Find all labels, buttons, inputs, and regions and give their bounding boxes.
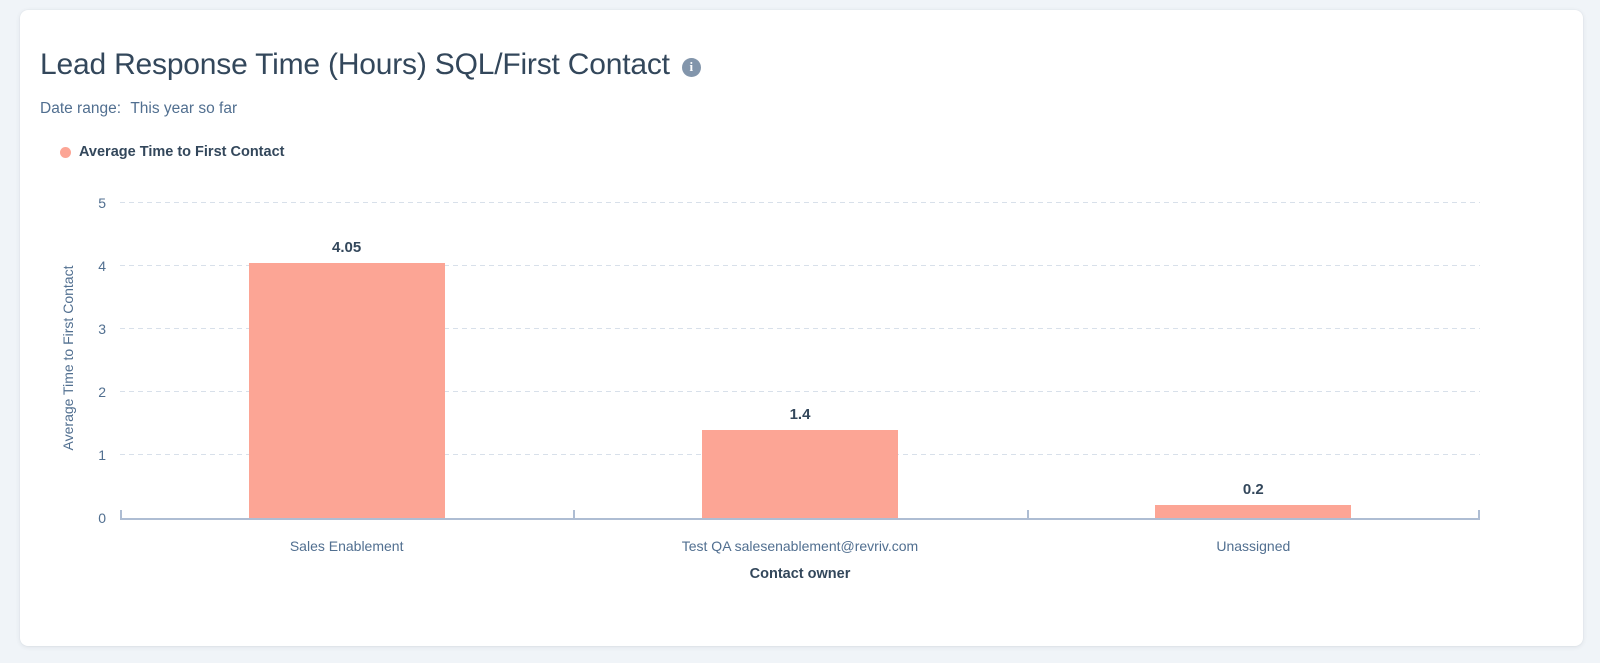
y-tick-label-2: 2 [98, 384, 106, 400]
date-range-value: This year so far [130, 100, 238, 117]
bar-value-label-1: 4.05 [332, 238, 362, 256]
legend-dot-icon [60, 146, 71, 158]
plot-area: 0 1 2 3 4 5 4.05 1.4 0.2 [98, 195, 1480, 526]
x-axis-title: Contact owner [749, 566, 851, 582]
x-axis-tick [120, 510, 122, 518]
gridline-5 [120, 202, 1480, 203]
bar-3[interactable] [1155, 505, 1352, 518]
bar-chart: Average Time to First Contact 0 1 2 3 4 5 4.05… [20, 10, 1583, 646]
legend-item-average-time[interactable]: Average Time to First Contact [60, 144, 284, 160]
report-title: Lead Response Time (Hours) SQL/First Con… [40, 48, 670, 81]
date-range-label: Date range: [40, 100, 121, 117]
x-tick-label-2: Test QA salesenablement@revriv.com [681, 538, 919, 554]
bar-1[interactable] [248, 262, 445, 518]
x-axis-line [120, 518, 1480, 520]
y-axis-title: Average Time to First Contact [60, 265, 76, 451]
x-axis-tick [1026, 510, 1029, 518]
x-tick-label-3: Unassigned [1216, 538, 1291, 554]
report-card: Lead Response Time (Hours) SQL/First Con… [20, 10, 1583, 646]
date-range: Date range: This year so far [40, 100, 237, 118]
y-tick-label-5: 5 [98, 195, 106, 211]
x-axis-tick [1478, 510, 1480, 518]
x-tick-label-1: Sales Enablement [289, 538, 404, 554]
y-tick-label-3: 3 [98, 321, 106, 337]
y-tick-label-4: 4 [98, 258, 106, 274]
bar-2[interactable] [702, 429, 898, 518]
y-tick-label-0: 0 [98, 510, 106, 526]
report-header: Lead Response Time (Hours) SQL/First Con… [40, 48, 701, 82]
info-icon[interactable]: i [681, 57, 701, 77]
bar-value-label-3: 0.2 [1242, 481, 1264, 499]
x-axis-tick [573, 510, 576, 518]
legend-label: Average Time to First Contact [79, 144, 285, 160]
y-tick-label-1: 1 [98, 447, 106, 463]
bar-value-label-2: 1.4 [789, 405, 811, 423]
